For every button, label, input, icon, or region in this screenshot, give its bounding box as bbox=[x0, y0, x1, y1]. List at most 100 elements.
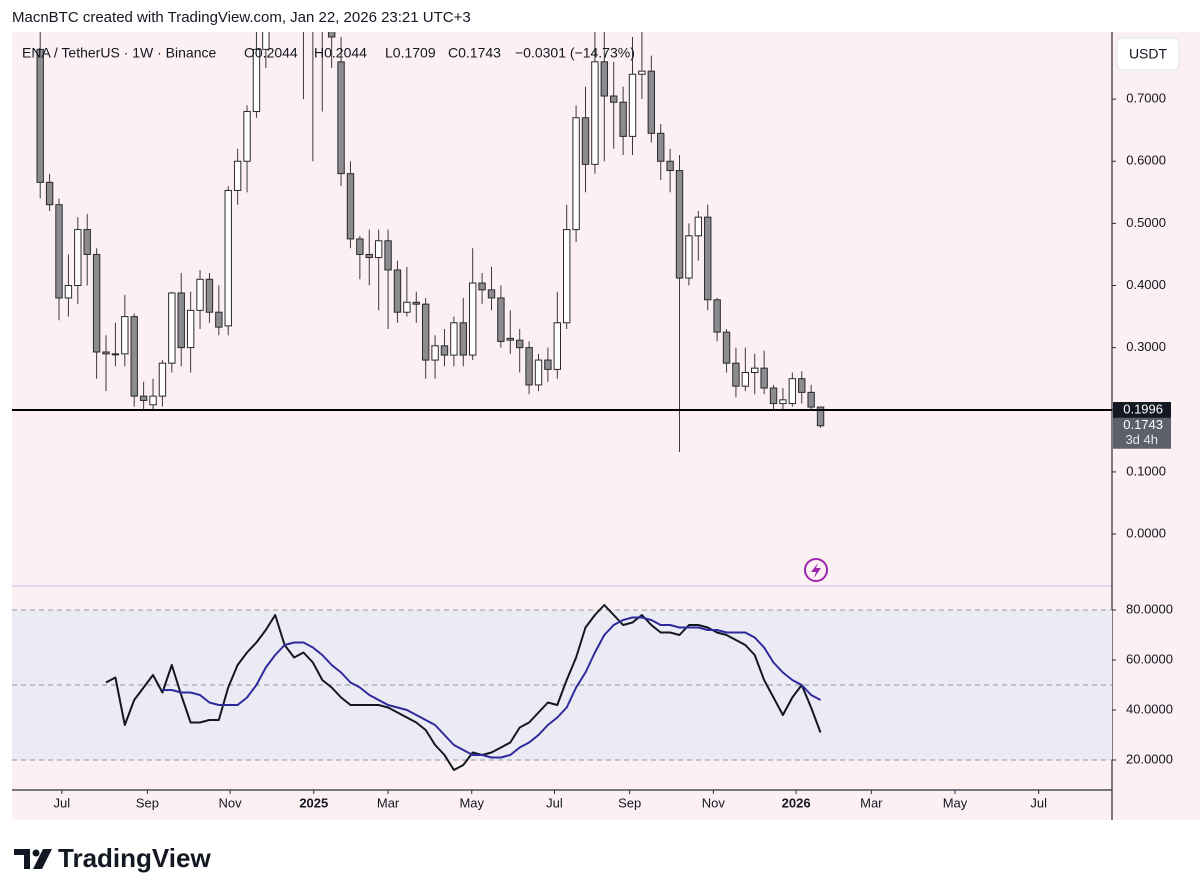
hline-tag bbox=[1113, 402, 1171, 419]
candle-body bbox=[130, 316, 138, 397]
candle-body bbox=[816, 406, 825, 427]
candle-body bbox=[252, 48, 261, 113]
candle-body bbox=[337, 61, 345, 175]
y-tick-label: 0.5000 bbox=[1126, 215, 1166, 230]
candle-body bbox=[121, 316, 129, 355]
candle-body bbox=[168, 292, 176, 364]
y-tick-label: 40.0000 bbox=[1126, 701, 1173, 716]
candle-body bbox=[149, 395, 157, 406]
legend-open: O0.2044 bbox=[244, 45, 298, 61]
legend: ENA / TetherUS · 1W · Binance O0.2044 H0… bbox=[22, 45, 635, 61]
candle-body bbox=[497, 297, 505, 342]
currency[interactable]: USDT bbox=[1129, 46, 1168, 62]
candle-body bbox=[459, 322, 467, 356]
candle-body bbox=[666, 160, 674, 172]
candle-body bbox=[243, 111, 251, 162]
x-tick-label: Jul bbox=[54, 795, 71, 810]
legend-close: C0.1743 bbox=[448, 45, 501, 61]
candle-body bbox=[139, 395, 148, 401]
hline-label: 0.1996 bbox=[1123, 401, 1163, 416]
candle-body bbox=[487, 289, 496, 299]
legend-change: −0.0301 (−14.73%) bbox=[515, 45, 635, 61]
currency-button[interactable] bbox=[1116, 37, 1180, 71]
countdown: 3d 4h bbox=[1125, 432, 1158, 447]
candle-body bbox=[262, 32, 270, 50]
stoch-line bbox=[105, 604, 822, 771]
y-tick-label: 0.7000 bbox=[1126, 91, 1166, 106]
candle-body bbox=[111, 353, 120, 356]
candle-body bbox=[440, 345, 449, 356]
candle-body bbox=[675, 170, 684, 279]
x-tick-label: May bbox=[943, 795, 968, 810]
candle-body bbox=[600, 61, 609, 97]
x-tick-label: Sep bbox=[136, 795, 159, 810]
candle-body bbox=[384, 240, 392, 271]
candle-body bbox=[36, 48, 44, 183]
candle-body bbox=[158, 362, 167, 397]
candle-body bbox=[619, 101, 627, 137]
candle-body bbox=[431, 345, 439, 361]
candle-body bbox=[807, 391, 815, 408]
y-tick-label: 0.1000 bbox=[1126, 463, 1166, 478]
candle-body bbox=[657, 132, 665, 162]
candle-body bbox=[224, 189, 232, 327]
candle-body bbox=[553, 322, 561, 370]
candle-body bbox=[346, 173, 355, 240]
candle-body bbox=[722, 331, 731, 364]
candle-body bbox=[760, 367, 768, 389]
x-tick-label: 2025 bbox=[299, 795, 328, 810]
stoch-pane bbox=[12, 604, 1112, 771]
y-tick-label: 60.0000 bbox=[1126, 651, 1173, 666]
candle-body bbox=[713, 299, 721, 333]
candle-body bbox=[215, 311, 223, 328]
brand-logo bbox=[14, 849, 52, 869]
legend-low: L0.1709 bbox=[385, 45, 436, 61]
candle-body bbox=[798, 378, 806, 393]
candle-body bbox=[74, 229, 82, 287]
legend-symbol: ENA / TetherUS · 1W · Binance bbox=[22, 45, 216, 61]
candle-body bbox=[544, 359, 552, 370]
brand: TradingView bbox=[58, 843, 211, 873]
y-tick-label: 0.0000 bbox=[1126, 525, 1166, 540]
candle-body bbox=[694, 216, 703, 237]
y-tick-label: 0.6000 bbox=[1126, 153, 1166, 168]
last-price-tag bbox=[1113, 417, 1171, 449]
candle-body bbox=[45, 181, 54, 206]
stoch-line bbox=[162, 616, 821, 759]
price-pane bbox=[36, 0, 825, 453]
candle-body bbox=[572, 117, 580, 231]
candle-body bbox=[412, 301, 420, 305]
candle-body bbox=[732, 362, 740, 387]
candle-body bbox=[741, 371, 750, 387]
candle-body bbox=[534, 359, 543, 386]
x-tick-label: Nov bbox=[219, 795, 243, 810]
candle-body bbox=[779, 399, 787, 405]
candle-body bbox=[196, 278, 204, 311]
candle-body bbox=[83, 229, 91, 255]
candle-body bbox=[638, 70, 646, 75]
candle-body bbox=[769, 387, 778, 405]
x-tick-label: Mar bbox=[860, 795, 883, 810]
candle-body bbox=[506, 337, 514, 341]
candle-body bbox=[374, 240, 383, 259]
y-tick-label: 0.4000 bbox=[1126, 277, 1166, 292]
header: MacnBTC created with TradingView.com, Ja… bbox=[12, 9, 471, 26]
y-tick-label: 0.3000 bbox=[1126, 339, 1166, 354]
candle-body bbox=[751, 367, 759, 373]
candle-body bbox=[525, 347, 533, 386]
candle-body bbox=[421, 303, 430, 361]
x-tick-label: Nov bbox=[702, 795, 726, 810]
candle-body bbox=[327, 32, 336, 38]
lightning-icon[interactable] bbox=[804, 558, 828, 582]
candle-body bbox=[356, 238, 364, 255]
y-tick-label: 80.0000 bbox=[1126, 601, 1173, 616]
candle-body bbox=[365, 253, 373, 259]
candle-body bbox=[310, 0, 316, 6]
last-price-label: 0.1743 bbox=[1123, 417, 1163, 432]
candle-body bbox=[610, 95, 618, 103]
candle-body bbox=[205, 278, 214, 313]
candle-body bbox=[591, 61, 599, 165]
y-tick-label: 20.0000 bbox=[1126, 751, 1173, 766]
x-tick-label: 2026 bbox=[782, 795, 811, 810]
